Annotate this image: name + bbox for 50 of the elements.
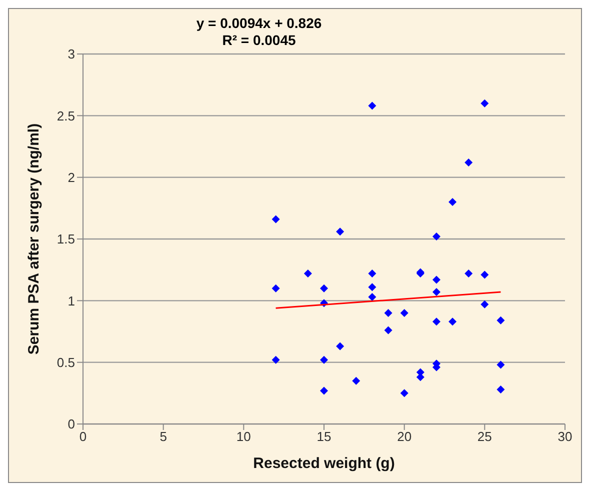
x-axis-title: Resected weight (g) <box>253 455 395 472</box>
y-tick-label: 1.5 <box>56 232 75 247</box>
point <box>272 215 280 224</box>
point <box>320 284 328 292</box>
y-axis-title: Serum PSA after surgery (ng/ml) <box>25 123 42 355</box>
point <box>368 292 376 301</box>
point <box>448 198 457 206</box>
point <box>384 326 392 334</box>
point <box>480 270 489 279</box>
x-tick-label: 5 <box>160 429 167 444</box>
point <box>480 99 489 108</box>
point <box>432 232 440 241</box>
point <box>432 318 440 326</box>
x-tick-label: 15 <box>316 429 332 444</box>
point <box>320 386 328 395</box>
point <box>352 376 360 385</box>
y-tick-label: 0.5 <box>56 354 75 370</box>
point <box>368 102 376 110</box>
x-tick-label: 25 <box>477 429 492 444</box>
x-tick-label: 20 <box>397 429 412 444</box>
point <box>464 270 473 278</box>
point <box>272 356 280 364</box>
point <box>496 385 505 394</box>
x-tick-label: 10 <box>236 429 251 444</box>
point <box>336 228 344 236</box>
point <box>368 270 376 278</box>
text: R² = 0.0045 <box>221 32 297 49</box>
point <box>480 300 489 308</box>
point <box>400 309 408 317</box>
point <box>368 283 376 292</box>
point <box>464 158 473 167</box>
x-tick-label: 0 <box>79 429 87 444</box>
y-tick-label: 1 <box>68 293 75 308</box>
y-tick-label: 2 <box>68 170 75 185</box>
y-tick-label: 0 <box>68 416 75 432</box>
point <box>496 360 505 369</box>
point <box>432 276 440 284</box>
point <box>304 270 312 278</box>
point <box>336 342 344 350</box>
text: y = 0.0094x + 0.826 <box>195 15 323 32</box>
y-tick-label: 2.5 <box>56 108 75 124</box>
point <box>432 288 440 296</box>
point <box>384 309 392 317</box>
y-tick-label: 3 <box>68 46 75 62</box>
point <box>272 284 280 292</box>
x-tick-label: 30 <box>558 429 572 444</box>
point <box>320 356 328 364</box>
point <box>448 318 457 326</box>
point <box>496 316 505 324</box>
point <box>400 389 408 398</box>
